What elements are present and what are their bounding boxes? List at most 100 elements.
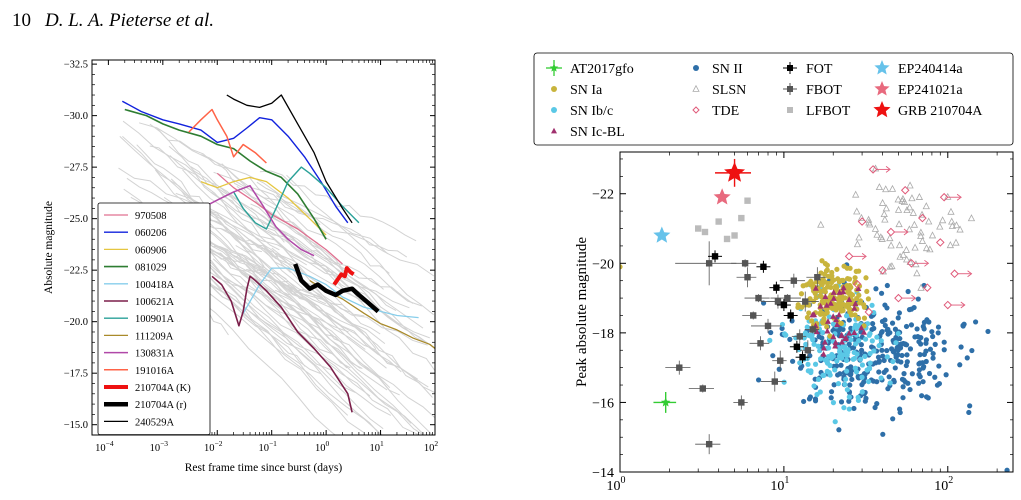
series-line-130831a (188, 184, 315, 257)
legend-entry-lfbot: LFBOT (787, 104, 851, 119)
legend-label: SN Ib/c (570, 104, 613, 119)
point (835, 372, 841, 378)
point (900, 384, 906, 390)
point (921, 282, 927, 289)
y-tick-label: −20.0 (64, 317, 88, 328)
point (620, 264, 623, 270)
x-tick-exponent: 2 (434, 439, 438, 448)
point (846, 290, 853, 296)
legend-entry: 970508 (104, 211, 167, 222)
point (777, 357, 784, 364)
point (895, 330, 901, 337)
legend-label: FBOT (806, 83, 842, 98)
point (880, 431, 886, 437)
point (755, 294, 762, 302)
x-tick-label: 10−2 (204, 439, 223, 454)
point (874, 401, 880, 407)
point (904, 352, 910, 358)
point (905, 203, 914, 211)
legend-box (533, 52, 1014, 146)
point (864, 307, 874, 317)
point (927, 346, 934, 352)
point (914, 326, 920, 332)
point (838, 331, 845, 338)
marker (787, 312, 794, 319)
limit-arrow-head (956, 193, 962, 201)
point (902, 245, 911, 253)
background-lightcurve (202, 244, 290, 296)
point (846, 398, 852, 404)
background-lightcurve (249, 239, 429, 388)
point (911, 243, 919, 251)
point (878, 234, 886, 242)
point (820, 330, 826, 336)
point (903, 206, 911, 214)
point (936, 363, 942, 369)
point (832, 367, 838, 373)
point (882, 322, 888, 329)
point (905, 225, 914, 233)
legend-label: SLSN (712, 83, 746, 98)
point (764, 322, 772, 330)
point (815, 343, 821, 349)
x-tick-exponent: −2 (215, 439, 223, 448)
x-tick-exponent: −3 (160, 439, 168, 448)
point (922, 244, 931, 252)
point (797, 360, 803, 366)
point (836, 427, 842, 433)
legend-box (97, 202, 211, 436)
point (917, 352, 923, 358)
point (852, 190, 860, 198)
point (851, 355, 858, 362)
point (867, 360, 873, 366)
point (824, 324, 830, 330)
legend-marker (546, 60, 562, 76)
point (769, 281, 784, 294)
legend-entry: 191016A (104, 366, 175, 377)
cluster-sn-ic-bl (809, 284, 867, 357)
marker (653, 226, 671, 243)
point (804, 314, 811, 321)
legend-label: EP240414a (898, 62, 963, 77)
point (831, 382, 837, 388)
point (915, 296, 921, 302)
legend-label: 240529A (135, 417, 175, 428)
point (944, 192, 952, 200)
limit-arrow-head (861, 252, 867, 260)
point (817, 348, 823, 354)
point (964, 355, 970, 361)
point (878, 338, 884, 344)
point (893, 334, 899, 341)
point (846, 341, 852, 347)
point (824, 267, 830, 273)
point (853, 268, 859, 274)
point (731, 232, 738, 239)
legend-entry: 060906 (104, 245, 167, 256)
point (908, 194, 916, 202)
point (825, 354, 831, 360)
point (934, 382, 941, 388)
point (853, 240, 862, 248)
y-tick-label: −17.5 (64, 369, 88, 380)
peak-magnitude-figure: AT2017gfo SN Ia SN Ib/c SN Ic-BL SN II SLSN TD… (533, 52, 1014, 490)
point (947, 207, 955, 215)
background-lightcurve (275, 289, 435, 419)
point (902, 379, 908, 385)
point (853, 326, 859, 332)
point (843, 357, 850, 363)
point (894, 205, 903, 213)
legend-entry-sn-ic-bl: SN Ic-BL (551, 125, 625, 140)
point (824, 262, 830, 268)
legend-label: SN II (712, 62, 743, 77)
x-tick-exponent: 0 (621, 475, 626, 486)
point (830, 289, 837, 295)
point (822, 289, 828, 295)
point (849, 376, 855, 383)
point (888, 262, 896, 270)
legend-marker (692, 106, 700, 114)
point (943, 300, 953, 310)
point (859, 389, 865, 395)
point (890, 416, 896, 422)
point (821, 338, 828, 345)
series-line-970508 (216, 172, 343, 265)
